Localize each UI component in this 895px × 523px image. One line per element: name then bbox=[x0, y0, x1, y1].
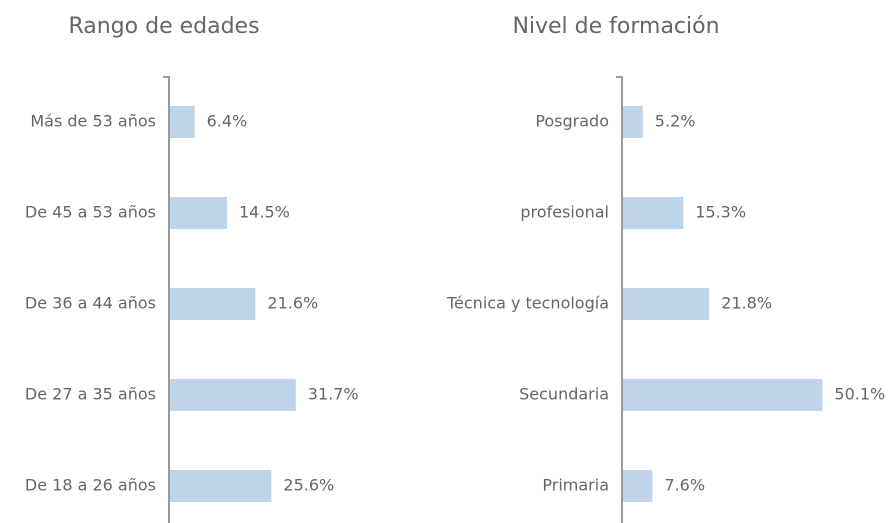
axis-line bbox=[163, 76, 170, 523]
category-label: profesional bbox=[520, 203, 609, 222]
value-label: 31.7% bbox=[308, 385, 359, 404]
category-label: Secundaria bbox=[519, 385, 609, 404]
bar bbox=[622, 106, 643, 138]
value-label: 15.3% bbox=[695, 203, 746, 222]
bar bbox=[622, 470, 653, 502]
category-label: De 36 a 44 años bbox=[25, 294, 156, 313]
bar bbox=[622, 379, 823, 411]
axis-line bbox=[616, 76, 623, 523]
bar bbox=[169, 379, 296, 411]
value-label: 5.2% bbox=[655, 112, 696, 131]
value-label: 21.6% bbox=[267, 294, 318, 313]
value-label: 14.5% bbox=[239, 203, 290, 222]
value-label: 50.1% bbox=[834, 385, 885, 404]
bar bbox=[169, 288, 256, 320]
bar bbox=[169, 197, 227, 229]
bar bbox=[622, 288, 710, 320]
category-label: De 27 a 35 años bbox=[25, 385, 156, 404]
category-label: De 18 a 26 años bbox=[25, 476, 156, 495]
value-label: 7.6% bbox=[664, 476, 705, 495]
category-label: Primaria bbox=[542, 476, 609, 495]
category-label: De 45 a 53 años bbox=[25, 203, 156, 222]
category-label: Posgrado bbox=[535, 112, 609, 131]
category-label: Más de 53 años bbox=[30, 112, 156, 131]
bar bbox=[169, 470, 272, 502]
chart-title: Nivel de formación bbox=[512, 14, 719, 39]
value-label: 25.6% bbox=[283, 476, 334, 495]
value-label: 21.8% bbox=[721, 294, 772, 313]
bar bbox=[622, 197, 684, 229]
category-label: Técnica y tecnología bbox=[446, 294, 609, 313]
bar bbox=[169, 106, 195, 138]
chart-title: Rango de edades bbox=[68, 14, 259, 39]
value-label: 6.4% bbox=[207, 112, 248, 131]
